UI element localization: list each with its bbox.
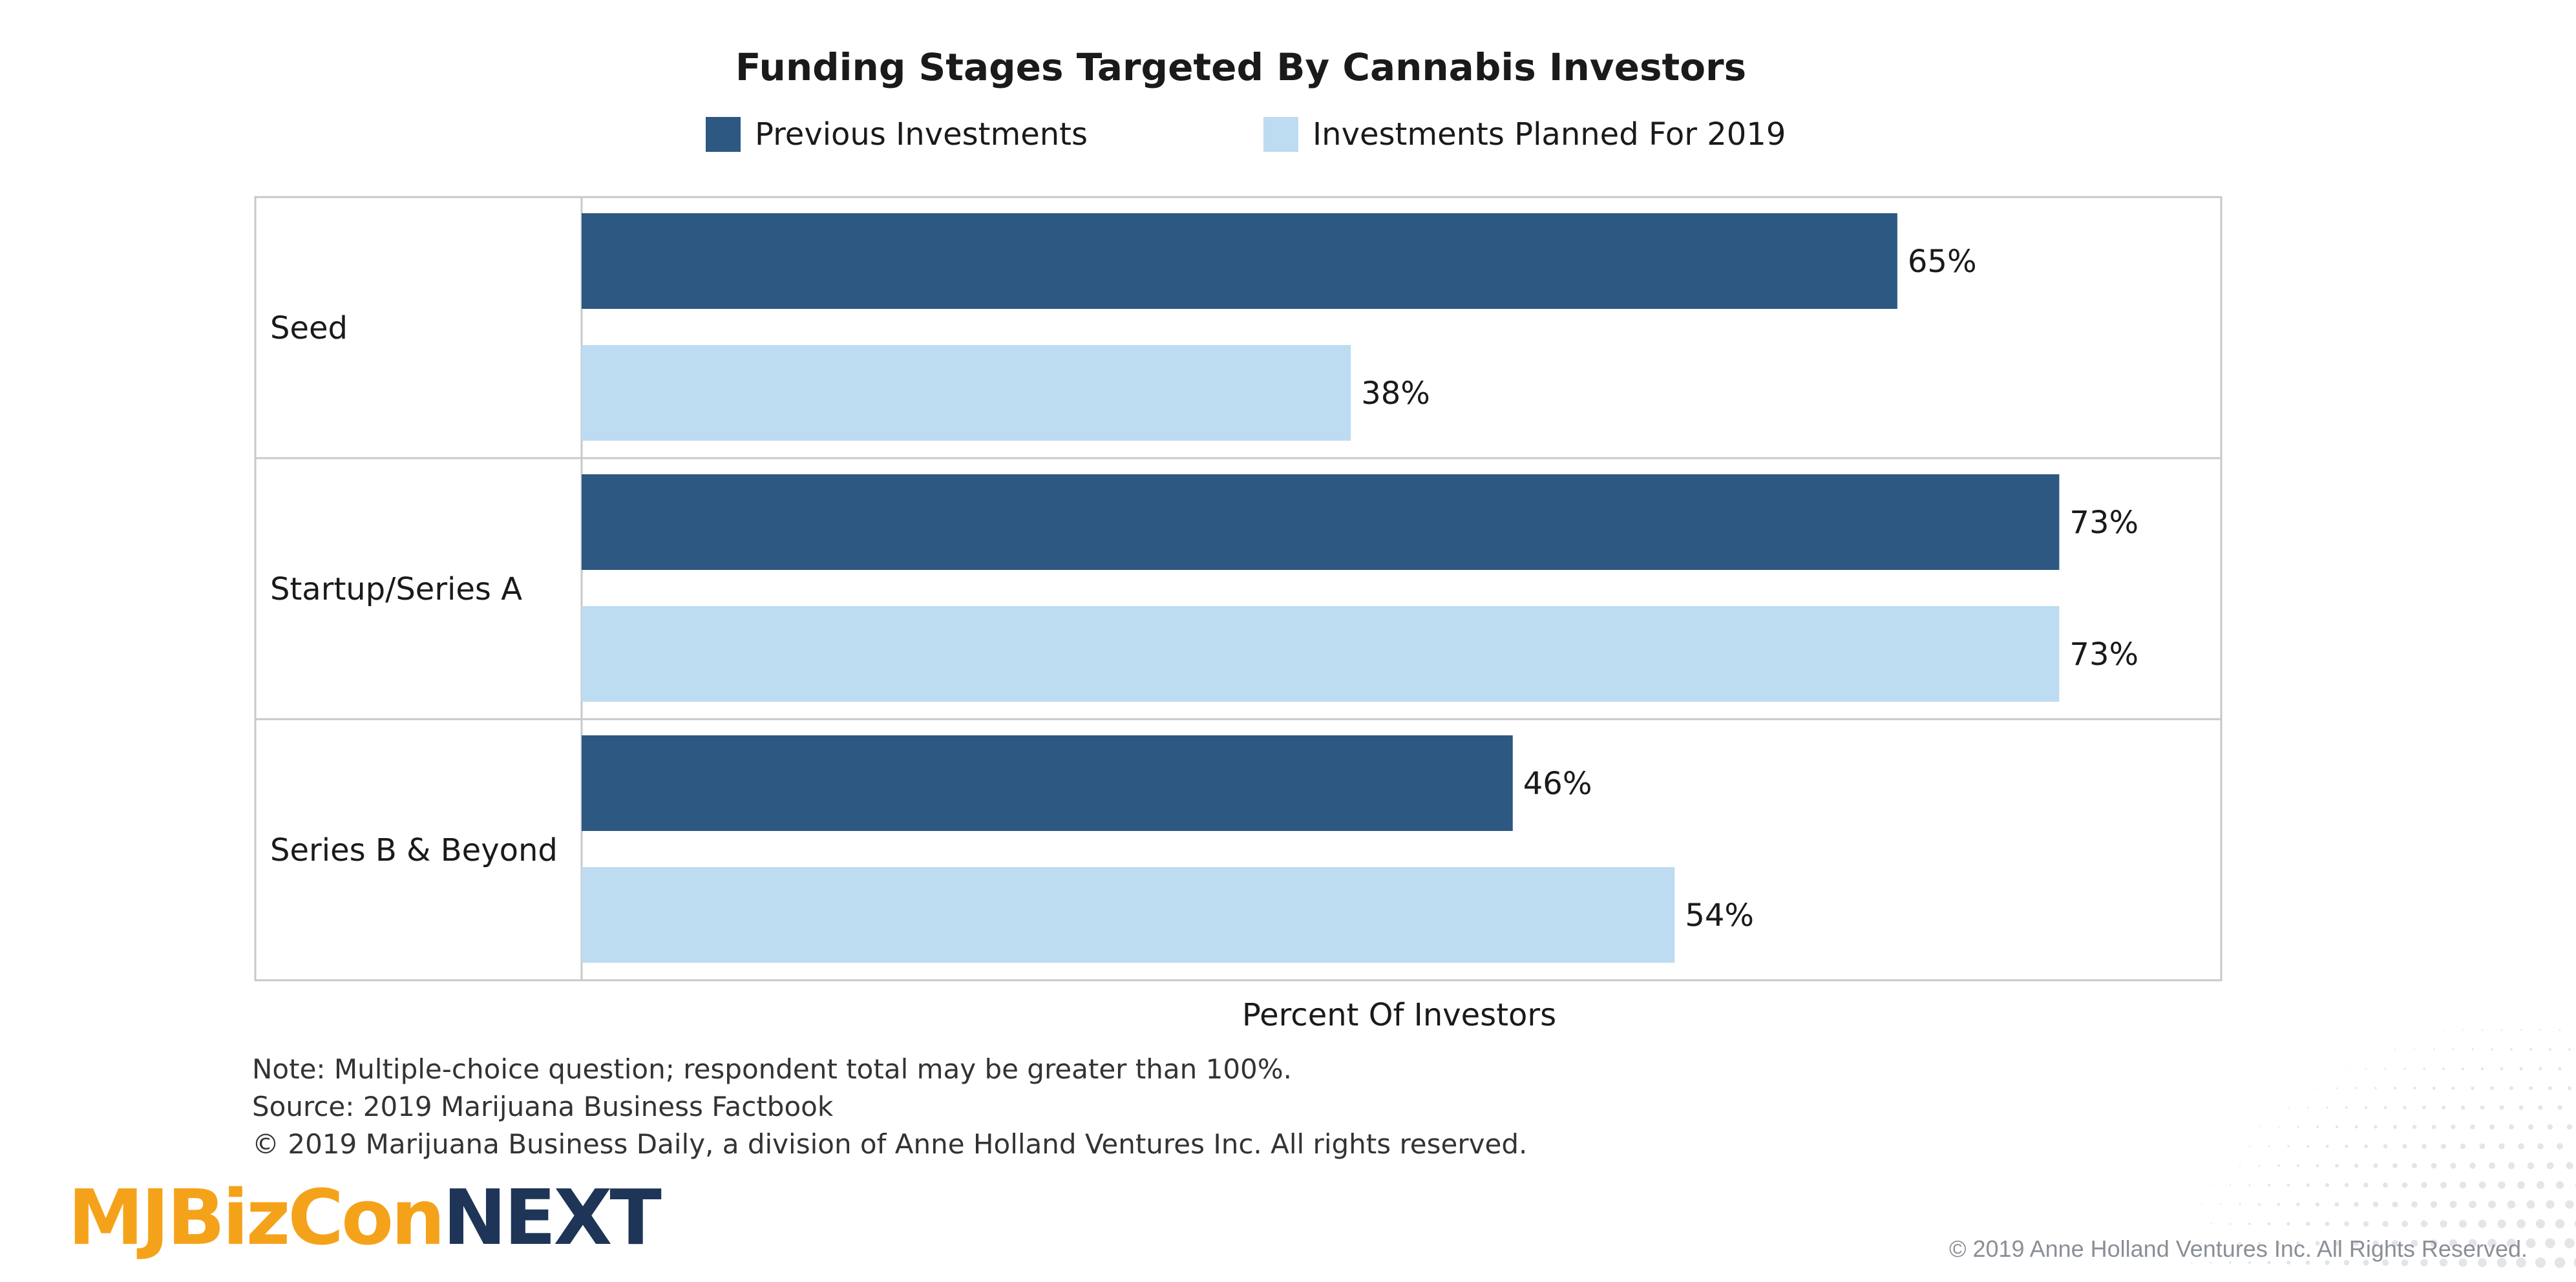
bar xyxy=(582,474,2060,570)
data-label: 65% xyxy=(1908,244,1977,280)
data-label: 73% xyxy=(2069,505,2138,541)
chart-copyright: © 2019 Marijuana Business Daily, a divis… xyxy=(252,1128,1528,1160)
chart-source: Source: 2019 Marijuana Business Factbook xyxy=(252,1091,834,1122)
data-label: 46% xyxy=(1523,766,1592,802)
legend-item-previous: Previous Investments xyxy=(706,116,1088,152)
bar-chart: Seed 65% 38% Startup/Series A 73% 73% Series B… xyxy=(254,196,2222,1033)
bar xyxy=(582,213,1897,309)
legend-swatch-planned xyxy=(1263,117,1298,152)
logo-part-next: NEXT xyxy=(443,1173,662,1262)
mjbizconnext-logo: MJBizConNEXT xyxy=(68,1173,662,1262)
footer-copyright: © 2019 Anne Holland Ventures Inc. All Ri… xyxy=(1948,1235,2528,1262)
legend-label-planned: Investments Planned For 2019 xyxy=(1313,116,1786,152)
category-label: Seed xyxy=(270,310,348,346)
halftone-dots-decoration xyxy=(2181,1010,2576,1268)
logo-part-mjbizcon: MJBizCon xyxy=(68,1173,445,1262)
bar xyxy=(582,867,1675,963)
data-label: 38% xyxy=(1361,375,1430,412)
legend-item-planned: Investments Planned For 2019 xyxy=(1263,116,1786,152)
chart-title: Funding Stages Targeted By Cannabis Inve… xyxy=(735,45,1747,89)
category-label: Series B & Beyond xyxy=(270,832,558,868)
bar xyxy=(582,345,1351,441)
bar xyxy=(582,606,2060,702)
x-axis-label: Percent Of Investors xyxy=(1242,997,1556,1033)
plot-frame xyxy=(254,196,2222,982)
data-label: 54% xyxy=(1685,898,1754,934)
legend-swatch-previous xyxy=(706,117,741,152)
bar xyxy=(582,735,1513,831)
category-label: Startup/Series A xyxy=(270,571,522,607)
legend-label-previous: Previous Investments xyxy=(755,116,1088,152)
chart-note: Note: Multiple-choice question; responde… xyxy=(252,1053,1293,1085)
data-label: 73% xyxy=(2069,636,2138,673)
